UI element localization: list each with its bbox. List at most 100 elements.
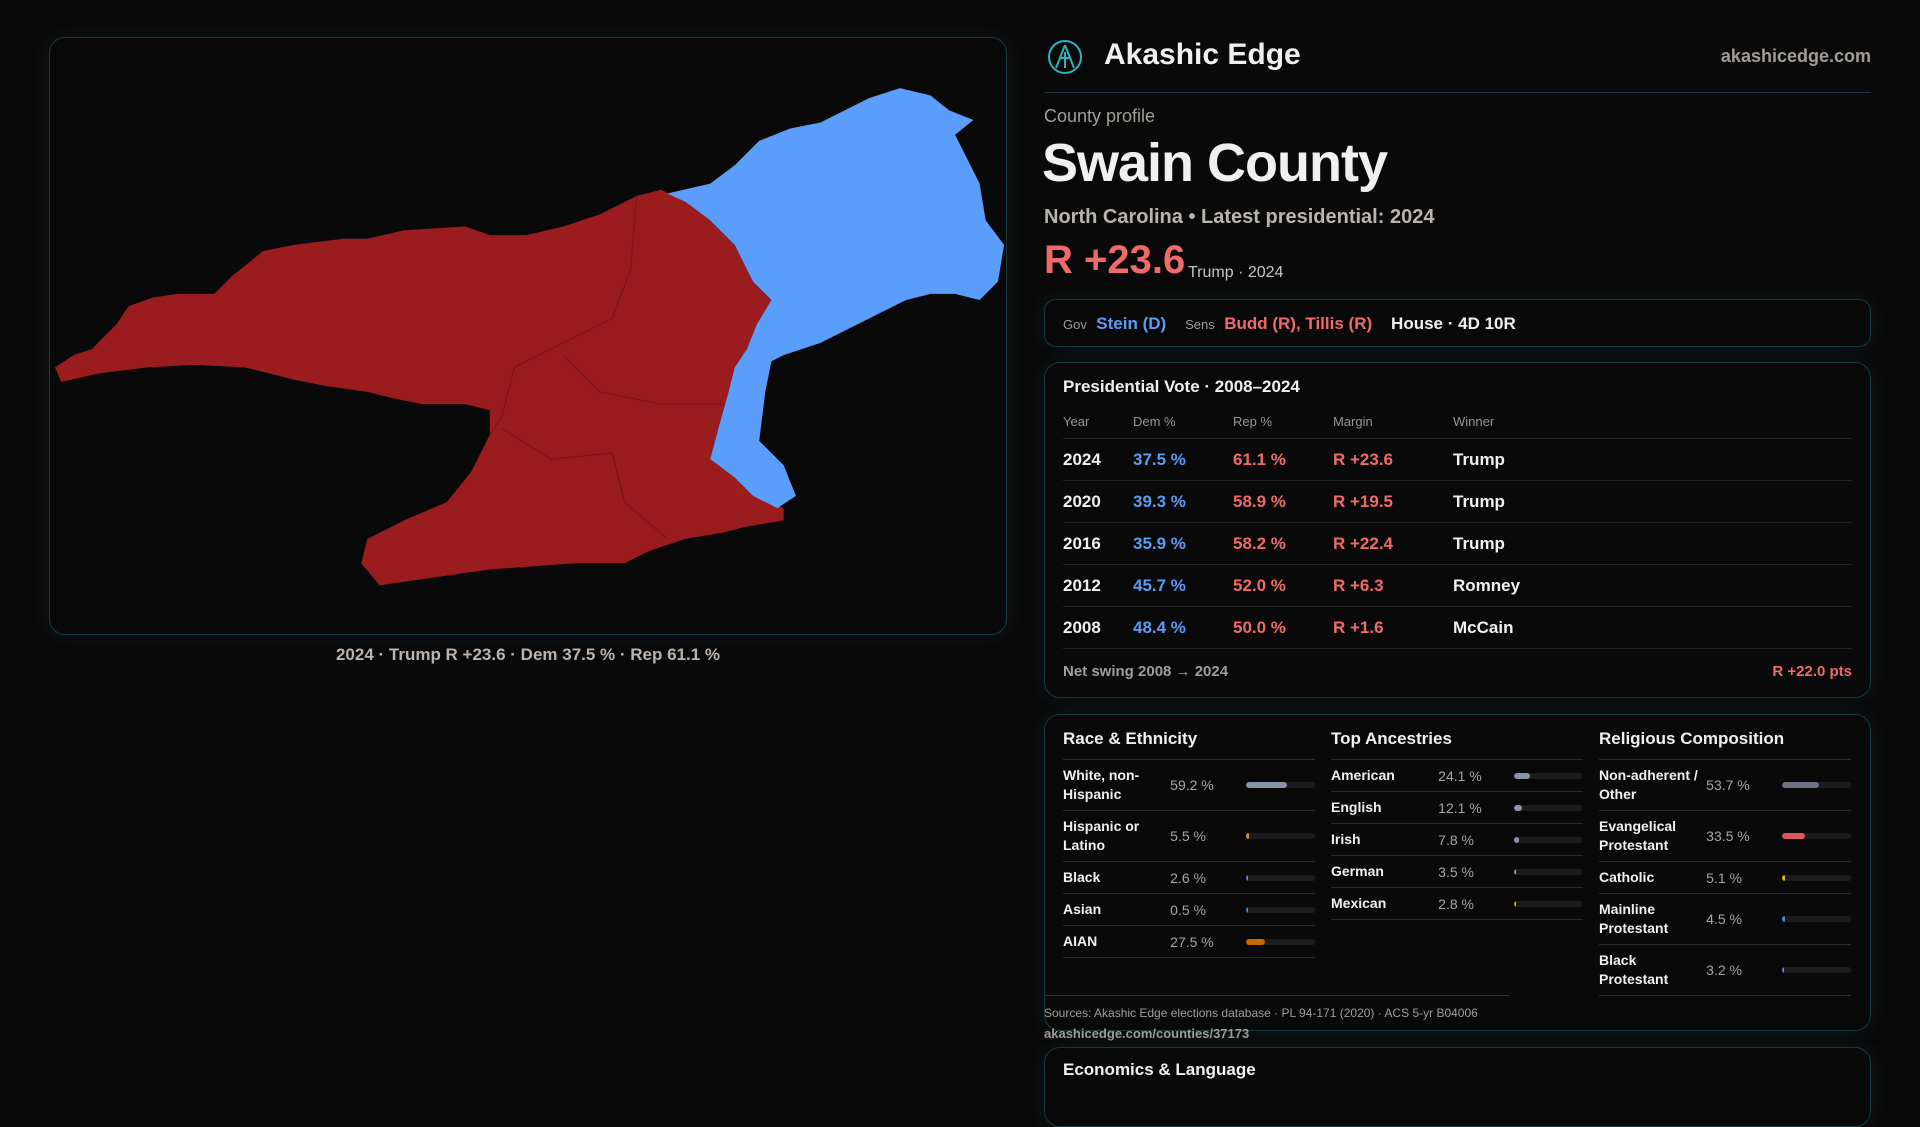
list-item: Hispanic or Latino 5.5 % bbox=[1063, 811, 1316, 862]
brand-logo-icon bbox=[1046, 38, 1084, 81]
item-value: 5.5 % bbox=[1170, 828, 1206, 844]
col-rep: Rep % bbox=[1233, 414, 1273, 429]
table-cell: 2020 bbox=[1063, 491, 1101, 511]
item-bar bbox=[1245, 938, 1316, 945]
item-label: Black Protestant bbox=[1599, 952, 1669, 987]
profile-subtitle: North Carolina • Latest presidential: 20… bbox=[1044, 206, 1435, 228]
item-label: Mexican bbox=[1331, 895, 1387, 911]
table-cell: R +19.5 bbox=[1333, 491, 1394, 511]
list-item: Irish 7.8 % bbox=[1331, 824, 1584, 856]
race-ethnicity-section: Race & Ethnicity White, non-Hispanic 59.2 … bbox=[1063, 715, 1316, 958]
site-link[interactable]: akashicedge.com bbox=[1720, 46, 1871, 66]
item-bar bbox=[1513, 868, 1584, 875]
map-region-democratic[interactable] bbox=[667, 88, 1005, 509]
list-item: German 3.5 % bbox=[1331, 856, 1584, 888]
table-cell: Romney bbox=[1453, 575, 1521, 595]
item-value: 53.7 % bbox=[1706, 777, 1750, 793]
table-cell: R +6.3 bbox=[1333, 575, 1384, 595]
page-title: Swain County bbox=[1042, 133, 1388, 193]
item-value: 27.5 % bbox=[1170, 933, 1214, 950]
item-bar bbox=[1781, 833, 1852, 839]
demographics-panel: Race & Ethnicity White, non-Hispanic 59.2 … bbox=[1044, 714, 1871, 1031]
section-title: Top Ancestries bbox=[1331, 715, 1583, 760]
ancestries-section: Top Ancestries American 24.1 % English 12.1 … bbox=[1331, 715, 1584, 920]
item-bar bbox=[1245, 906, 1316, 913]
list-item: Mexican 2.8 % bbox=[1331, 888, 1584, 920]
table-cell: Trump bbox=[1453, 491, 1505, 511]
item-value: 3.2 % bbox=[1706, 962, 1742, 978]
table-cell: 52.0 % bbox=[1233, 575, 1286, 595]
net-swing-value: R +22.0 pts bbox=[1772, 663, 1852, 680]
table-cell: 2012 bbox=[1063, 575, 1101, 595]
col-year: Year bbox=[1063, 414, 1090, 429]
presidential-vote-panel: Presidential Vote · 2008–2024 Year Dem %… bbox=[1044, 362, 1871, 698]
sources-note: Sources: Akashic Edge elections database… bbox=[1044, 1006, 1478, 1020]
table-cell: 2024 bbox=[1063, 449, 1101, 469]
table-cell: 45.7 % bbox=[1133, 575, 1186, 595]
item-value: 33.5 % bbox=[1706, 828, 1750, 844]
col-margin: Margin bbox=[1333, 414, 1373, 429]
item-value: 2.6 % bbox=[1170, 869, 1206, 886]
sources-divider bbox=[1045, 995, 1509, 996]
table-header: Year Dem % Rep % Margin Winner bbox=[1063, 405, 1852, 439]
item-bar-fill bbox=[1245, 874, 1248, 881]
item-bar-fill bbox=[1513, 804, 1522, 811]
profile-kicker: County profile bbox=[1044, 106, 1156, 126]
item-label: German bbox=[1331, 863, 1384, 879]
item-bar-fill bbox=[1245, 833, 1250, 839]
table-cell: 35.9 % bbox=[1133, 533, 1186, 553]
item-label: Hispanic or Latino bbox=[1063, 818, 1140, 853]
item-bar-fill bbox=[1781, 916, 1785, 922]
col-winner: Winner bbox=[1453, 414, 1495, 429]
table-row: 2020 39.3 % 58.9 % R +19.5 Trump bbox=[1063, 481, 1852, 523]
item-bar-fill bbox=[1513, 900, 1516, 907]
item-bar-fill bbox=[1513, 868, 1516, 875]
item-label: Black bbox=[1063, 869, 1101, 885]
item-bar-fill bbox=[1245, 906, 1248, 913]
table-cell: 48.4 % bbox=[1133, 617, 1186, 637]
col-dem: Dem % bbox=[1133, 414, 1176, 429]
table-cell: R +22.4 bbox=[1333, 533, 1394, 553]
brand-name: Akashic Edge bbox=[1104, 38, 1301, 71]
table-cell: 37.5 % bbox=[1133, 449, 1186, 469]
section-title: Religious Composition bbox=[1599, 715, 1851, 760]
list-item: Black Protestant 3.2 % bbox=[1599, 945, 1852, 996]
item-label: AIAN bbox=[1063, 933, 1098, 949]
list-item: Black 2.6 % bbox=[1063, 862, 1316, 894]
list-item: Catholic 5.1 % bbox=[1599, 862, 1852, 894]
item-bar-fill bbox=[1781, 833, 1805, 839]
map-region-republican[interactable] bbox=[55, 189, 784, 586]
item-bar bbox=[1513, 900, 1584, 907]
item-value: 24.1 % bbox=[1438, 767, 1482, 784]
table-row: 2012 45.7 % 52.0 % R +6.3 Romney bbox=[1063, 565, 1852, 607]
item-value: 5.1 % bbox=[1706, 869, 1742, 886]
table-cell: 39.3 % bbox=[1133, 491, 1186, 511]
table-cell: McCain bbox=[1453, 617, 1514, 637]
net-swing-label: Net swing 2008 → 2024 bbox=[1063, 663, 1229, 680]
item-bar bbox=[1781, 967, 1852, 973]
item-bar-fill bbox=[1245, 782, 1287, 788]
item-bar-fill bbox=[1781, 874, 1786, 881]
item-bar bbox=[1513, 772, 1584, 779]
table-cell: 58.9 % bbox=[1233, 491, 1286, 511]
table-cell: R +1.6 bbox=[1333, 617, 1384, 637]
gov-label: Gov bbox=[1063, 317, 1087, 332]
header-divider bbox=[1044, 92, 1871, 93]
county-map-panel bbox=[49, 37, 1007, 635]
table-row: 2008 48.4 % 50.0 % R +1.6 McCain bbox=[1063, 607, 1852, 649]
item-bar bbox=[1245, 833, 1316, 839]
item-bar-fill bbox=[1781, 967, 1784, 973]
presidential-title: Presidential Vote · 2008–2024 bbox=[1063, 377, 1300, 396]
table-row: 2024 37.5 % 61.1 % R +23.6 Trump bbox=[1063, 439, 1852, 481]
list-item: American 24.1 % bbox=[1331, 760, 1584, 792]
table-cell: 2016 bbox=[1063, 533, 1101, 553]
item-value: 4.5 % bbox=[1706, 911, 1742, 927]
county-url[interactable]: akashicedge.com/counties/37173 bbox=[1044, 1026, 1250, 1041]
headline-margin-note: Trump · 2024 bbox=[1188, 264, 1284, 281]
item-label: Mainline Protestant bbox=[1599, 901, 1669, 936]
item-bar bbox=[1781, 782, 1852, 788]
religion-section: Religious Composition Non-adherent / Othe… bbox=[1599, 715, 1852, 996]
list-item: White, non-Hispanic 59.2 % bbox=[1063, 760, 1316, 811]
list-item: AIAN 27.5 % bbox=[1063, 926, 1316, 958]
item-label: Asian bbox=[1063, 901, 1102, 917]
